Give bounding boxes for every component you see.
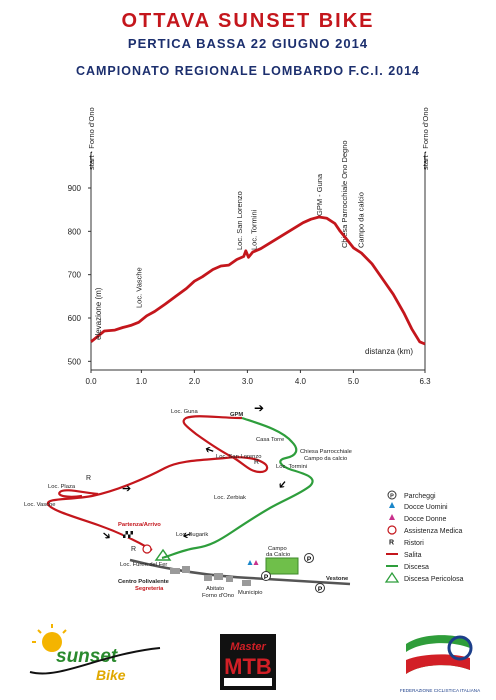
label-partenza: Partenza/Arrivo (118, 522, 161, 528)
y-tick-label: 600 (68, 314, 82, 323)
label-campo: Campo (268, 546, 287, 552)
label-forno-ono: Forno d'Ono (202, 593, 234, 599)
annotation-label: Campo da calcio (356, 192, 365, 248)
legend-docce-donne: Docce Donne (404, 516, 447, 523)
label-san-lorenzo: Loc. San Lorenzo (216, 454, 261, 460)
x-tick-label: 1.0 (136, 377, 148, 386)
legend-discesa-pericolosa: Discesa Pericolosa (404, 576, 464, 583)
annotation-label: start - Forno d'Ono (87, 107, 96, 170)
legend-assistenza: Assistenza Medica (404, 528, 462, 535)
parking-icon-map-2: P (261, 571, 271, 581)
label-plaza: Loc. Plaza (48, 484, 76, 490)
x-tick-label: 0.0 (85, 377, 97, 386)
svg-text:P: P (390, 494, 394, 500)
label-centro: Centro Polivalente (118, 579, 170, 585)
label-vasche: Loc. Vasche (24, 502, 55, 508)
x-tick-label: 4.0 (295, 377, 307, 386)
ristoro-marker-2: R (254, 459, 259, 466)
legend-parcheggi: Parcheggi (404, 493, 436, 500)
x-axis-label: distanza (km) (365, 347, 413, 356)
arrow-3: ➔ (203, 442, 216, 456)
label-campo-calcio: Campo da calcio (304, 456, 347, 462)
label-da-calcio: da Calcio (266, 552, 290, 558)
svg-text:Master: Master (230, 641, 266, 653)
elevation-chart: 500 600 700 800 900 0.0 1.0 2.0 3.0 4.0 5.0 6.3 sta… (68, 107, 431, 386)
label-chiesa: Chiesa Parrocchiale (300, 449, 352, 455)
y-axis-label: elevazione (m) (94, 287, 103, 340)
map-legend: P Parcheggi Docce Uomini Docce Donne Ass… (384, 490, 464, 583)
championship-title: CAMPIONATO REGIONALE LOMBARDO F.C.I. 201… (75, 64, 421, 78)
label-abitato: Abitato (206, 586, 224, 592)
label-gpm: GPM (230, 412, 243, 418)
label-tormini: Loc. Tormini (276, 464, 307, 470)
x-tick-label: 5.0 (348, 377, 360, 386)
sponsor-logos: sunset Bike Master MTB FEDERAZIONE CICLI… (29, 624, 481, 693)
y-tick-label: 700 (68, 271, 82, 280)
fci-logo: FEDERAZIONE CICLISTICA ITALIANA (400, 635, 481, 693)
arrow-5: ➔ (181, 527, 194, 541)
legend-medical-icon (387, 525, 397, 535)
legend-ristori: Ristori (404, 540, 424, 547)
ristoro-marker-3: R (131, 546, 136, 553)
shower-men-icon (247, 560, 253, 565)
arrow-2: ➔ (122, 483, 131, 495)
descent-route (161, 416, 314, 560)
x-tick-label: 2.0 (189, 377, 201, 386)
arrow-1: ➔ (254, 401, 264, 415)
annotation-label: Loc. Tormini (249, 209, 258, 250)
x-tick-label: 6.3 (419, 377, 431, 386)
svg-text:Bike: Bike (96, 667, 126, 683)
y-tick-label: 500 (68, 357, 82, 366)
label-furen: Loc. Furen del Fer (120, 562, 167, 568)
buildings (170, 566, 251, 586)
legend-docce-uomini: Docce Uomini (404, 504, 448, 511)
master-mtb-logo: Master MTB (220, 634, 276, 690)
y-tick-label: 800 (68, 227, 82, 236)
svg-text:FEDERAZIONE CICLISTICA ITALIAN: FEDERAZIONE CICLISTICA ITALIANA (400, 688, 481, 693)
annotation-label: start - Forno d'Ono (421, 107, 430, 170)
label-vestone: Vestone (326, 576, 349, 582)
football-field (265, 557, 299, 575)
legend-ristori-icon: R (389, 540, 394, 547)
medical-icon (142, 544, 152, 554)
legend-danger-icon (384, 571, 400, 583)
parking-icon-map-3: P (315, 583, 325, 593)
label-municipio: Municipio (238, 590, 263, 596)
ristoro-marker-1: R (86, 475, 91, 482)
legend-salita: Salita (404, 552, 422, 559)
route-map: ➔ ➔ ➔ ➔ ➔ ➔ P P P Loc. Guna GPM Casa Tor… (24, 401, 464, 599)
svg-text:sunset: sunset (56, 646, 118, 667)
sunset-bike-logo: sunset Bike (29, 624, 161, 683)
climb-route (46, 415, 269, 551)
climb-switchback (58, 489, 99, 498)
event-subtitle: PERTICA BASSA 22 GIUGNO 2014 (127, 36, 369, 51)
shower-women-icon (253, 560, 259, 565)
arrow-4: ➔ (275, 477, 290, 492)
elevation-profile-line (90, 215, 426, 346)
legend-discesa: Discesa (404, 564, 429, 571)
x-tick-label: 3.0 (242, 377, 254, 386)
annotation-label: Loc. Vasche (135, 267, 144, 308)
event-title: OTTAVA SUNSET BIKE (121, 10, 375, 32)
svg-text:P: P (264, 574, 269, 581)
svg-text:P: P (307, 556, 312, 563)
legend-shower-men-icon (389, 502, 395, 508)
label-segreteria: Segreteria (135, 586, 164, 592)
svg-text:MTB: MTB (224, 654, 272, 679)
annotation-label: Chiesa Parrocchiale Ono Degno (340, 140, 349, 248)
label-loc-guna: Loc. Guna (171, 409, 199, 415)
label-zerbiak: Loc. Zerbiak (214, 495, 246, 501)
main-road (129, 558, 351, 586)
label-bugarik: Loc. Bugarik (176, 532, 208, 538)
svg-text:P: P (318, 586, 323, 593)
danger-triangle-icon (154, 548, 172, 561)
annotation-label: Loc. San Lorenzo (235, 191, 244, 250)
parking-icon-map-1: P (304, 553, 314, 563)
label-casa-torre: Casa Torre (256, 437, 284, 443)
annotation-label: GPM - Guna (315, 173, 324, 216)
y-tick-label: 900 (68, 184, 82, 193)
legend-shower-women-icon (389, 514, 395, 520)
